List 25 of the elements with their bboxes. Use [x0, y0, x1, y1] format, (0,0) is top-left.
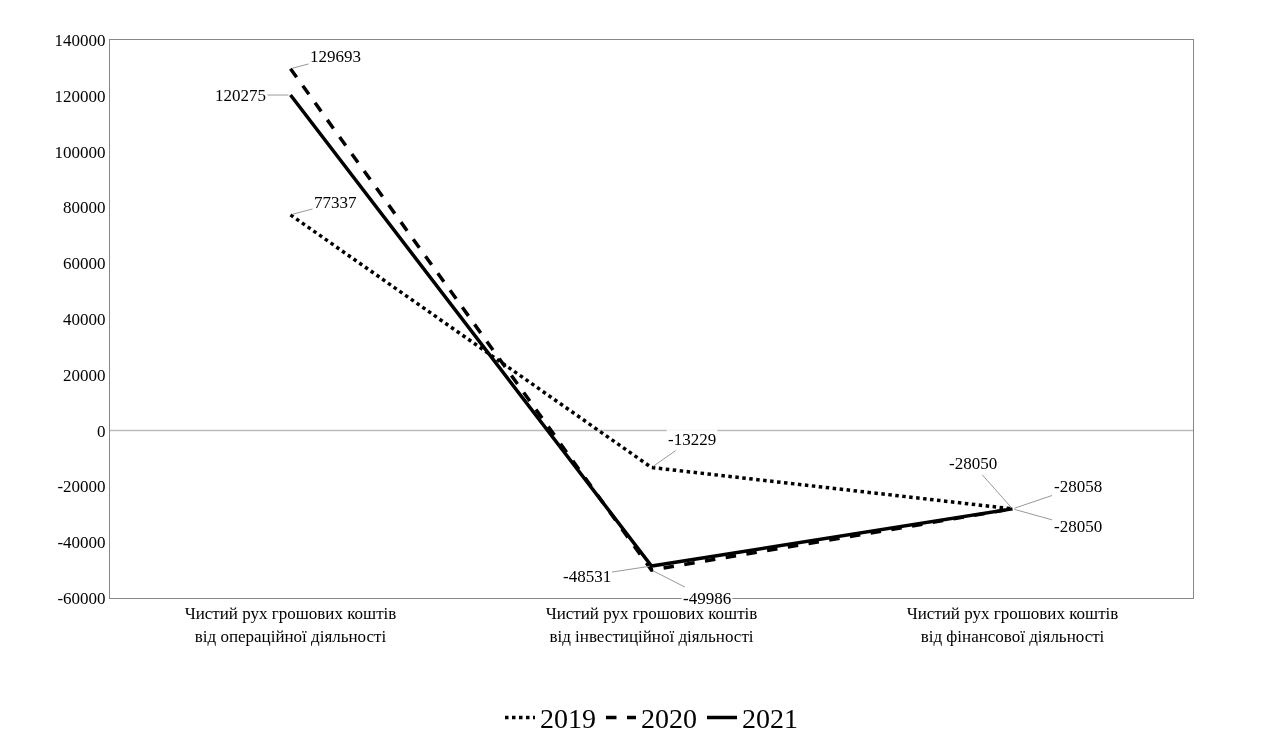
legend-label: 2021: [742, 703, 798, 735]
data-label: -28058: [1054, 477, 1103, 496]
legend-label: 2020: [641, 703, 697, 735]
y-tick-label: -20000: [57, 477, 106, 497]
data-label: 77337: [314, 193, 357, 212]
data-label: -13229: [668, 430, 717, 449]
y-tick-label: 0: [97, 421, 106, 441]
x-tick-label: Чистий рух грошових коштів від фінансової діяльності: [906, 604, 1119, 646]
y-tick-label: 100000: [54, 142, 106, 162]
y-tick-label: -40000: [57, 533, 106, 553]
data-label: -28050: [949, 454, 998, 473]
data-label: 129693: [310, 47, 361, 66]
y-tick-label: 140000: [54, 30, 106, 50]
data-label: -48531: [563, 567, 612, 586]
y-tick-label: 40000: [63, 309, 106, 329]
y-tick-label: 60000: [63, 254, 106, 274]
x-tick-label: Чистий рух грошових коштів від операційної діяльності: [184, 604, 397, 646]
y-tick-label: 80000: [63, 198, 106, 218]
data-label: -28050: [1054, 517, 1103, 536]
data-label: 120275: [215, 86, 266, 105]
data-label: -49986: [683, 589, 732, 608]
y-tick-label: -60000: [57, 588, 106, 608]
legend-label: 2019: [540, 703, 596, 735]
y-tick-label: 20000: [63, 365, 106, 385]
y-tick-label: 120000: [54, 86, 106, 106]
